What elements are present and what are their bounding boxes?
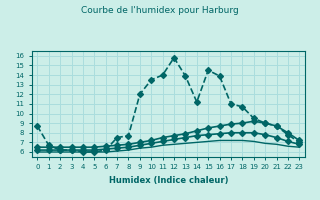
Text: Courbe de l'humidex pour Harburg: Courbe de l'humidex pour Harburg xyxy=(81,6,239,15)
X-axis label: Humidex (Indice chaleur): Humidex (Indice chaleur) xyxy=(108,176,228,185)
